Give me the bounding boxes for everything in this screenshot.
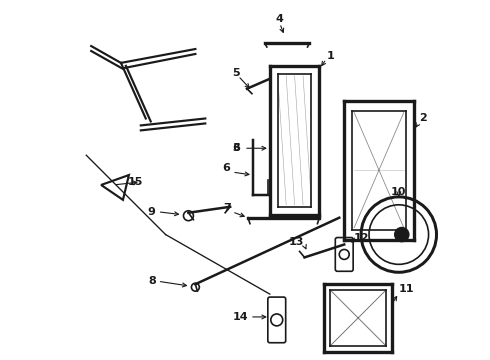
Text: 7: 7	[223, 203, 231, 213]
Text: 12: 12	[354, 233, 369, 243]
Text: 3: 3	[232, 143, 240, 153]
Text: 5: 5	[232, 68, 240, 78]
Circle shape	[395, 228, 409, 242]
Text: 14: 14	[232, 312, 248, 322]
Text: 15: 15	[127, 177, 143, 187]
Text: 9: 9	[148, 207, 156, 217]
Text: 11: 11	[399, 284, 415, 294]
Text: 10: 10	[391, 187, 407, 197]
Text: 6: 6	[232, 143, 240, 153]
Text: 1: 1	[326, 51, 334, 61]
Text: 8: 8	[148, 276, 156, 286]
Text: 4: 4	[276, 14, 284, 24]
Text: 6: 6	[222, 163, 230, 173]
Text: 13: 13	[289, 237, 305, 247]
Text: 2: 2	[418, 113, 426, 123]
